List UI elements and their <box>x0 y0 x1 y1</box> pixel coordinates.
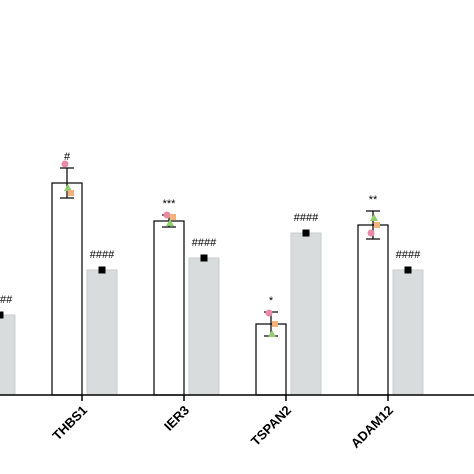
markers-layer <box>0 160 412 337</box>
mean-marker <box>98 266 106 274</box>
significance-label: #### <box>90 249 115 261</box>
bar <box>188 257 220 396</box>
replicate-point <box>170 214 176 220</box>
replicate-point <box>68 190 74 196</box>
bar <box>86 269 118 396</box>
x-tick-label: TSPAN2 <box>248 403 294 449</box>
bar <box>392 269 424 396</box>
significance-label: #### <box>192 237 217 249</box>
x-tick-label: ADAM12 <box>348 403 396 451</box>
bar <box>357 224 389 396</box>
replicate-point <box>367 229 375 237</box>
replicate-point <box>374 222 380 228</box>
replicate-point <box>61 160 69 168</box>
replicate-point <box>163 211 171 219</box>
significance-label: *** <box>163 198 177 210</box>
significance-label: #### <box>294 212 319 224</box>
mean-marker <box>302 229 310 237</box>
bar <box>0 314 16 396</box>
x-tick-label: THBS1 <box>49 403 90 444</box>
labels-layer: #******#################### <box>0 151 421 307</box>
replicate-point <box>265 309 273 317</box>
bar <box>290 232 322 396</box>
replicate-point <box>268 330 276 337</box>
replicate-point <box>370 214 378 221</box>
significance-label: ** <box>369 194 378 206</box>
x-tick-label: IER3 <box>161 403 192 434</box>
bar <box>51 182 83 396</box>
significance-label: * <box>269 295 274 307</box>
replicate-point <box>166 219 174 226</box>
replicate-point <box>64 184 72 191</box>
significance-label: #### <box>0 294 13 306</box>
mean-marker <box>404 266 412 274</box>
mean-marker <box>0 311 4 319</box>
mean-marker <box>200 254 208 262</box>
x-axis: 2THBS1IER3TSPAN2ADAM12A <box>0 394 474 451</box>
bar <box>153 220 185 396</box>
replicate-point <box>272 321 278 327</box>
significance-label: #### <box>396 249 421 261</box>
significance-label: # <box>64 151 71 163</box>
bars-layer <box>0 182 424 396</box>
